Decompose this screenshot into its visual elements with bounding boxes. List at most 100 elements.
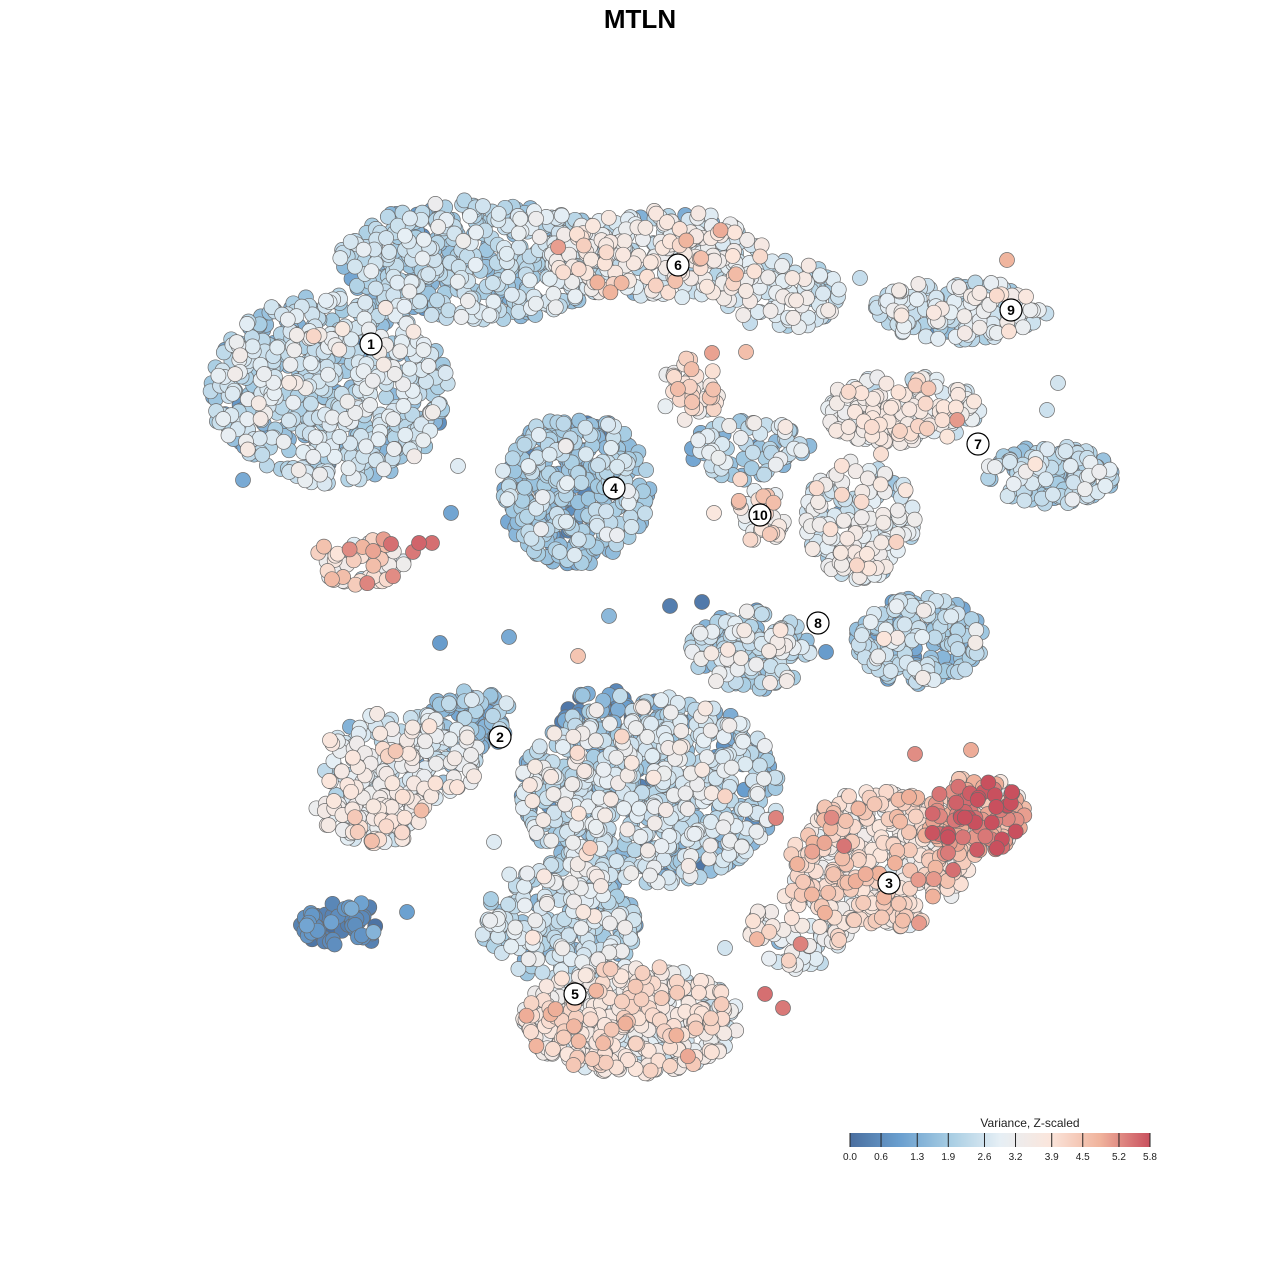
data-point xyxy=(428,755,445,772)
data-point xyxy=(680,858,697,874)
points-layer xyxy=(202,192,1120,1082)
data-point xyxy=(567,288,584,305)
data-point xyxy=(703,785,720,801)
data-point xyxy=(872,476,889,493)
data-point xyxy=(415,432,432,449)
data-point xyxy=(546,725,563,742)
data-point xyxy=(375,356,392,373)
data-point xyxy=(429,292,445,309)
data-point xyxy=(623,519,640,535)
data-point xyxy=(761,643,777,659)
data-point xyxy=(777,419,794,435)
data-point xyxy=(531,738,548,755)
data-point xyxy=(690,432,707,449)
data-point xyxy=(840,419,857,435)
data-point xyxy=(1097,478,1114,494)
data-point xyxy=(753,606,770,622)
data-point xyxy=(320,366,336,383)
data-point xyxy=(484,275,501,291)
data-point xyxy=(545,786,562,802)
data-point xyxy=(520,458,537,474)
data-point xyxy=(437,365,454,381)
data-point xyxy=(553,207,570,224)
data-point xyxy=(692,625,709,642)
data-point xyxy=(495,462,511,479)
data-point xyxy=(378,230,394,246)
data-point xyxy=(573,474,590,491)
data-point xyxy=(1022,302,1039,318)
data-point xyxy=(732,430,749,446)
data-point xyxy=(1050,375,1066,391)
data-point xyxy=(717,940,733,956)
data-point xyxy=(785,310,802,326)
data-point xyxy=(333,763,350,780)
data-point xyxy=(521,777,538,793)
data-point xyxy=(342,233,359,250)
data-point xyxy=(239,316,255,332)
data-point xyxy=(615,246,631,263)
data-point xyxy=(743,460,760,477)
data-point xyxy=(554,940,571,957)
data-point xyxy=(949,641,966,657)
data-point xyxy=(239,411,256,428)
data-point xyxy=(706,252,722,269)
data-point xyxy=(737,756,754,773)
data-point xyxy=(564,776,581,792)
data-point xyxy=(642,867,658,884)
data-point xyxy=(467,256,484,273)
data-point xyxy=(516,436,533,453)
data-point xyxy=(481,307,498,324)
data-point xyxy=(608,853,625,870)
data-point xyxy=(565,728,582,745)
data-point xyxy=(762,303,779,319)
data-point xyxy=(516,878,532,895)
data-point xyxy=(957,661,973,678)
data-point xyxy=(710,449,727,466)
data-point xyxy=(762,675,778,691)
data-point xyxy=(430,219,447,235)
data-point xyxy=(286,342,303,359)
data-point xyxy=(369,706,385,722)
data-point xyxy=(302,395,319,412)
data-point xyxy=(697,700,714,717)
data-point xyxy=(914,629,930,645)
data-point xyxy=(551,544,568,560)
data-point xyxy=(646,815,663,832)
data-point xyxy=(399,904,415,920)
data-point xyxy=(456,192,473,209)
data-point xyxy=(570,531,587,548)
data-point xyxy=(355,241,372,258)
data-point xyxy=(623,865,640,882)
data-point xyxy=(462,208,478,224)
data-point xyxy=(956,325,973,342)
data-point xyxy=(690,205,707,222)
data-point xyxy=(312,466,328,483)
data-point xyxy=(397,427,414,443)
data-point xyxy=(893,307,910,324)
data-point xyxy=(767,456,784,473)
data-point xyxy=(441,695,457,712)
data-point xyxy=(811,919,828,935)
data-point xyxy=(562,875,579,892)
data-point xyxy=(870,648,887,665)
data-point xyxy=(793,442,810,459)
data-point xyxy=(365,798,382,815)
data-point xyxy=(1076,481,1093,498)
data-point xyxy=(396,298,413,315)
data-point xyxy=(281,374,298,391)
data-point xyxy=(882,663,899,679)
data-point xyxy=(269,339,286,356)
data-point xyxy=(943,608,960,625)
data-point xyxy=(386,441,402,457)
data-point xyxy=(288,327,305,343)
data-point xyxy=(653,838,670,855)
data-point xyxy=(519,865,536,882)
data-point xyxy=(1062,458,1079,474)
data-point xyxy=(468,224,484,241)
data-point xyxy=(577,419,594,436)
data-point xyxy=(926,304,942,321)
data-point xyxy=(737,801,754,818)
data-point xyxy=(220,427,237,444)
data-point xyxy=(723,759,740,776)
data-point xyxy=(347,258,363,275)
